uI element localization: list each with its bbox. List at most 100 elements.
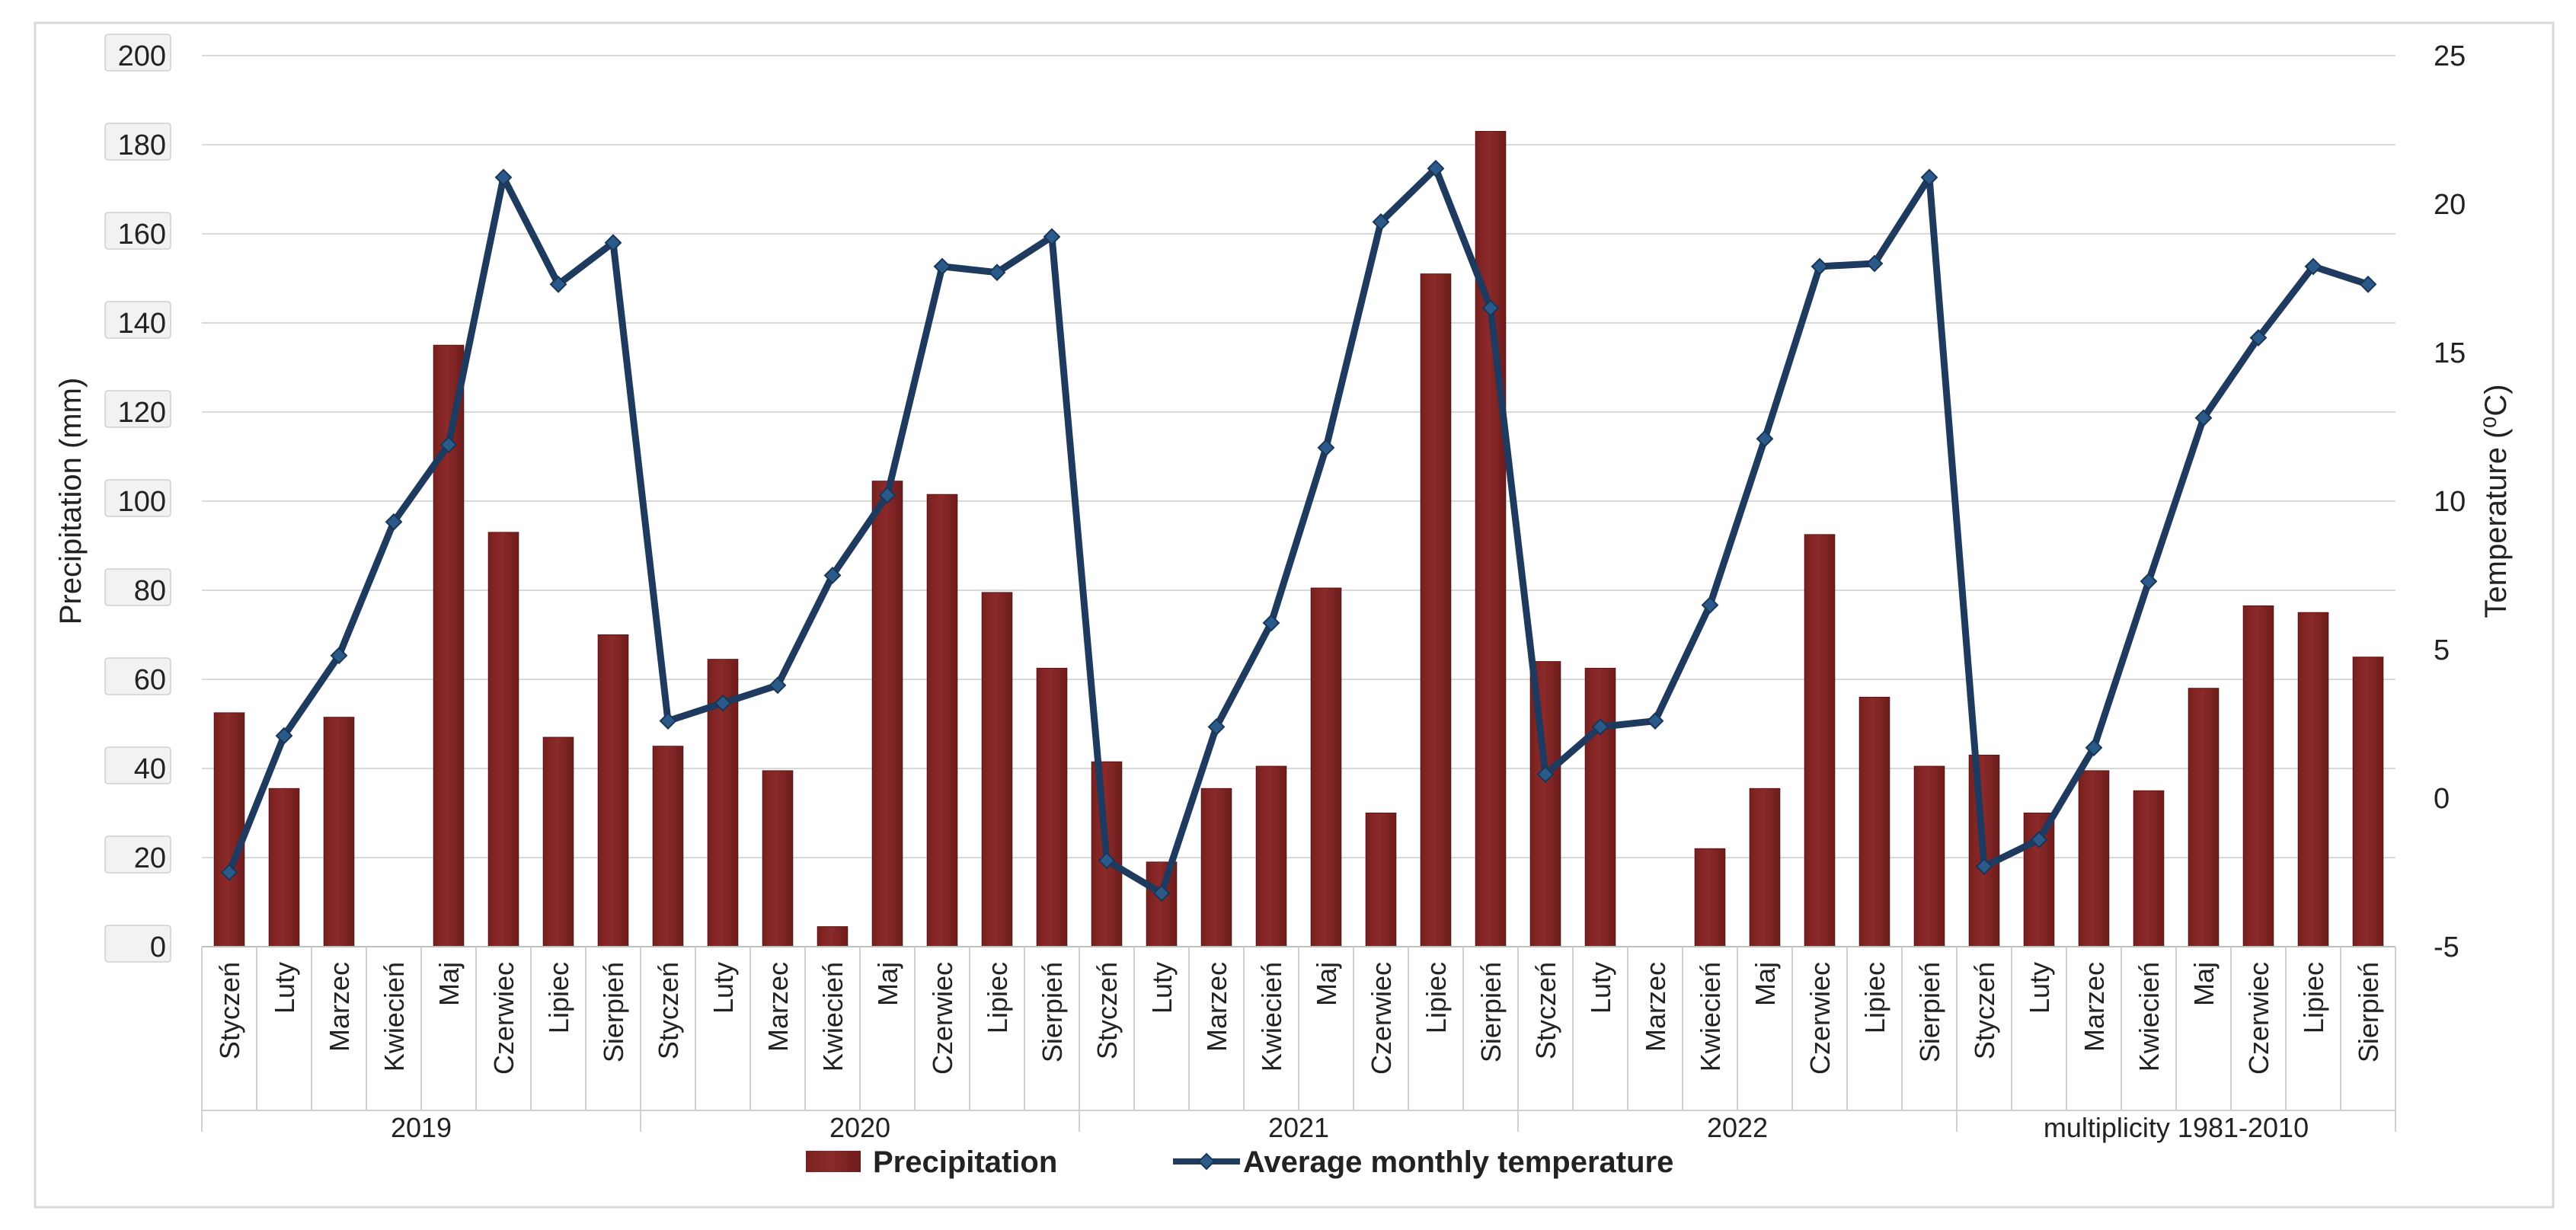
precipitation-bar: [542, 736, 574, 947]
month-label: Maj: [1311, 962, 1342, 1006]
temperature-point: [1481, 299, 1500, 317]
temperature-point: [1591, 717, 1609, 736]
temperature-point: [2085, 739, 2103, 757]
left-tick-label: 100: [118, 486, 166, 518]
precipitation-bar: [268, 788, 300, 947]
month-label: Luty: [1585, 962, 1616, 1014]
precipitation-bar: [1255, 765, 1287, 947]
temperature-point: [1920, 168, 1938, 187]
precipitation-bar: [2242, 605, 2274, 947]
left-tick-label: 40: [134, 753, 166, 785]
precipitation-bar: [1310, 587, 1342, 947]
right-y-axis: -5 0 5 10 15 20 25 Temperature (⁰C): [2434, 40, 2513, 963]
month-label: Luty: [1146, 962, 1178, 1014]
legend-label-precipitation: Precipitation: [873, 1145, 1057, 1179]
left-axis-title: Precipitation (mm): [54, 378, 88, 625]
temperature-point: [2194, 409, 2213, 427]
temperature-point: [823, 567, 842, 584]
precipitation-bar: [871, 481, 903, 947]
group-label: multiplicity 1981-2010: [2044, 1112, 2309, 1143]
temperature-point: [878, 486, 896, 504]
precipitation-bar: [1749, 788, 1781, 947]
temperature-point: [1317, 439, 1335, 457]
month-label: Maj: [1750, 962, 1781, 1006]
month-label: Czerwiec: [1804, 962, 1836, 1075]
month-label: Lipiec: [543, 962, 574, 1034]
precipitation-bar: [2133, 790, 2165, 947]
temperature-point: [330, 647, 348, 665]
left-tick-label: 60: [134, 664, 166, 696]
precipitation-bar: [1913, 765, 1945, 947]
precipitation-bar: [1694, 848, 1726, 947]
precipitation-bar: [1475, 130, 1507, 947]
right-axis-title: Temperature (⁰C): [2479, 384, 2513, 618]
temperature-point: [1701, 596, 1719, 614]
temperature-point: [549, 275, 567, 293]
group-label: 2021: [1268, 1112, 1329, 1143]
precipitation-bar: [2352, 657, 2384, 947]
right-tick-label: 25: [2434, 40, 2466, 72]
group-label: 2022: [1707, 1112, 1768, 1143]
month-label: Czerwiec: [927, 962, 958, 1075]
temperature-point: [1975, 858, 1993, 876]
temperature-point: [1756, 430, 1774, 448]
month-label: Luty: [269, 962, 300, 1014]
month-label: Lipiec: [1421, 962, 1452, 1034]
month-label: Maj: [872, 962, 903, 1006]
month-label: Sierpień: [1914, 962, 1945, 1062]
precipitation-bar: [762, 770, 794, 947]
month-label: Luty: [2024, 962, 2055, 1014]
month-label: Kwiecień: [817, 962, 849, 1072]
month-label: Styczeń: [1091, 962, 1123, 1059]
temperature-point: [385, 513, 403, 531]
precipitation-bar: [1200, 788, 1232, 947]
temperature-point: [1043, 228, 1061, 246]
precipitation-bar: [1420, 273, 1452, 947]
temperature-series-line: [225, 165, 2370, 897]
temperature-point: [1646, 712, 1664, 730]
precipitation-bar: [323, 717, 355, 947]
precipitation-bar: [213, 712, 245, 947]
legend-label-temperature: Average monthly temperature: [1243, 1145, 1673, 1179]
left-tick-label: 160: [118, 219, 166, 251]
temperature-point: [1207, 717, 1226, 736]
precipitation-bar: [2078, 770, 2110, 947]
right-tick-label: 20: [2434, 189, 2466, 221]
right-tick-label: 0: [2434, 783, 2450, 815]
month-label: Styczeń: [1969, 962, 2000, 1059]
tick-label-bg: [104, 479, 171, 517]
tick-label-bg: [104, 835, 171, 874]
temperature-point: [494, 168, 513, 187]
temperature-point: [2359, 275, 2377, 293]
tick-label-bg: [104, 212, 171, 250]
temperature-point: [1152, 884, 1171, 903]
temperature-point: [2140, 572, 2158, 590]
month-label: Kwiecień: [379, 962, 410, 1072]
left-tick-label: 0: [150, 931, 166, 963]
tick-label-bg: [104, 390, 171, 428]
temperature-point: [1098, 851, 1116, 870]
month-label: Lipiec: [1859, 962, 1890, 1034]
month-label: Sierpień: [2353, 962, 2384, 1062]
tick-label-bg: [104, 657, 171, 695]
temperature-point: [659, 712, 677, 730]
month-label: Kwiecień: [2133, 962, 2165, 1072]
precipitation-bar: [487, 532, 519, 947]
month-label: Sierpień: [1475, 962, 1507, 1062]
temperature-point: [220, 864, 238, 881]
precipitation-bar: [981, 592, 1013, 947]
month-label: Maj: [2188, 962, 2220, 1006]
left-tick-label: 120: [118, 397, 166, 429]
right-tick-label: 15: [2434, 337, 2466, 369]
temperature-point: [933, 257, 951, 276]
month-label: Sierpień: [1037, 962, 1068, 1062]
month-label: Kwiecień: [1695, 962, 1726, 1072]
legend-swatch-precipitation: [806, 1151, 861, 1172]
month-label: Marzec: [1640, 962, 1671, 1052]
temperature-point: [1811, 257, 1829, 276]
precipitation-bars: [213, 130, 2384, 947]
month-label: Marzec: [1201, 962, 1232, 1052]
precipitation-bar: [597, 634, 629, 947]
tick-label-bg: [104, 568, 171, 606]
